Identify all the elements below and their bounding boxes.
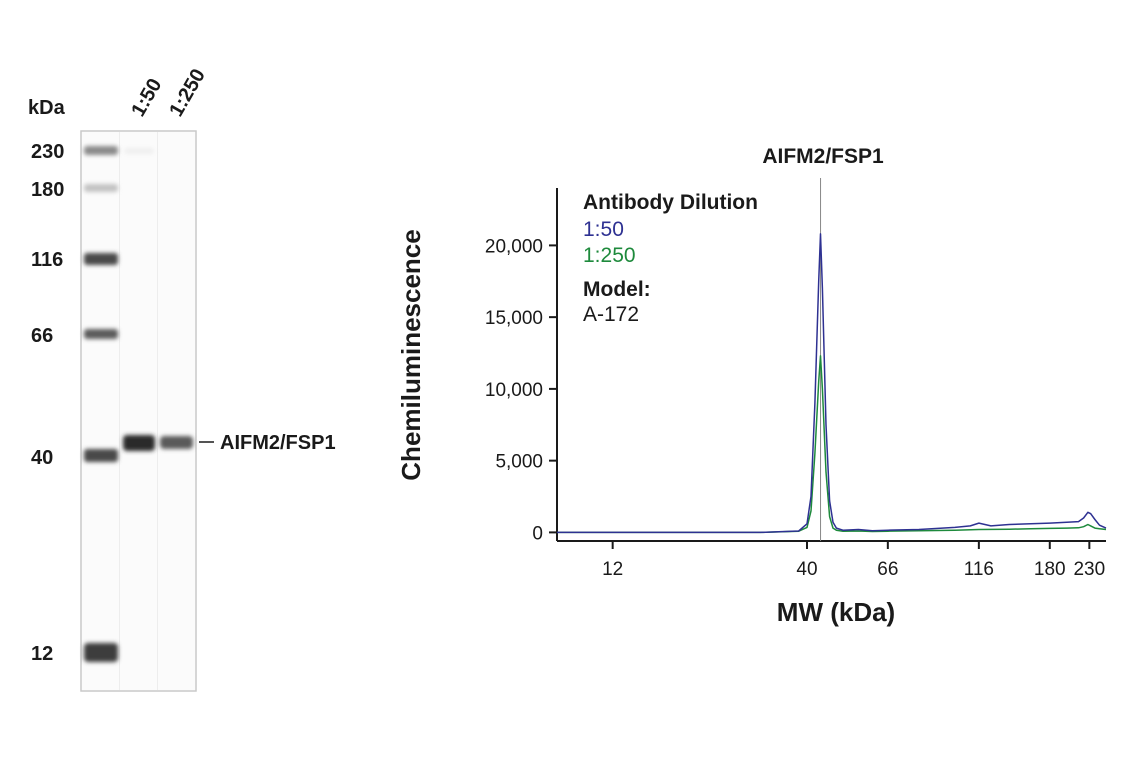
western-blot-panel: kDa 1:50 1:250 230 180 116 66 40 12 AIFM…	[28, 65, 336, 692]
ladder-band-40	[84, 449, 118, 462]
ladder-band-12	[84, 643, 118, 662]
x-tick-label: 116	[964, 559, 994, 580]
ladder-band-180	[84, 184, 118, 192]
lane-1-250-target-band	[160, 436, 193, 449]
series-line-1-250	[557, 355, 1107, 534]
y-tick-label: 20,000	[485, 236, 543, 257]
marker-label-66: 66	[31, 325, 53, 347]
chart-legend: Antibody Dilution 1:50 1:250 Model: A-17…	[583, 191, 758, 326]
x-tick-label: 40	[796, 559, 817, 580]
lane-1-50-target-band	[123, 435, 155, 451]
series-line-1-50	[557, 233, 1107, 534]
marker-label-230: 230	[31, 141, 64, 163]
lane-label-1-250: 1:250	[165, 65, 210, 120]
legend-model-label: Model:	[583, 278, 651, 301]
x-tick-label: 180	[1034, 559, 1066, 580]
lane-label-1-50: 1:50	[127, 75, 166, 121]
y-tick-label: 15,000	[485, 308, 543, 329]
legend-entry-1-250: 1:250	[583, 244, 636, 267]
ladder-band-116	[84, 253, 118, 265]
lane-separator-2	[157, 132, 158, 690]
x-tick-label: 230	[1073, 559, 1105, 580]
legend-entry-1-50: 1:50	[583, 218, 624, 241]
x-tick-label: 12	[602, 559, 623, 580]
marker-label-12: 12	[31, 643, 53, 665]
ladder-band-66	[84, 329, 118, 339]
ladder-band-230	[84, 146, 118, 155]
chart-title: AIFM2/FSP1	[762, 145, 884, 168]
blot-frame	[80, 130, 197, 692]
marker-label-180: 180	[31, 179, 64, 201]
marker-label-40: 40	[31, 447, 53, 469]
marker-label-116: 116	[31, 249, 63, 271]
kda-unit-label: kDa	[28, 97, 66, 119]
y-tick-label: 10,000	[485, 380, 543, 401]
legend-model-value: A-172	[583, 303, 639, 326]
legend-title: Antibody Dilution	[583, 191, 758, 214]
x-tick-label: 66	[877, 559, 898, 580]
y-tick-label: 5,000	[495, 452, 543, 473]
target-band-label: AIFM2/FSP1	[220, 432, 336, 454]
x-axis-title: MW (kDa)	[777, 597, 895, 627]
lane-1-50-faint-top	[124, 148, 154, 154]
y-tick-label: 0	[532, 523, 543, 544]
lane-separator-1	[119, 132, 120, 690]
